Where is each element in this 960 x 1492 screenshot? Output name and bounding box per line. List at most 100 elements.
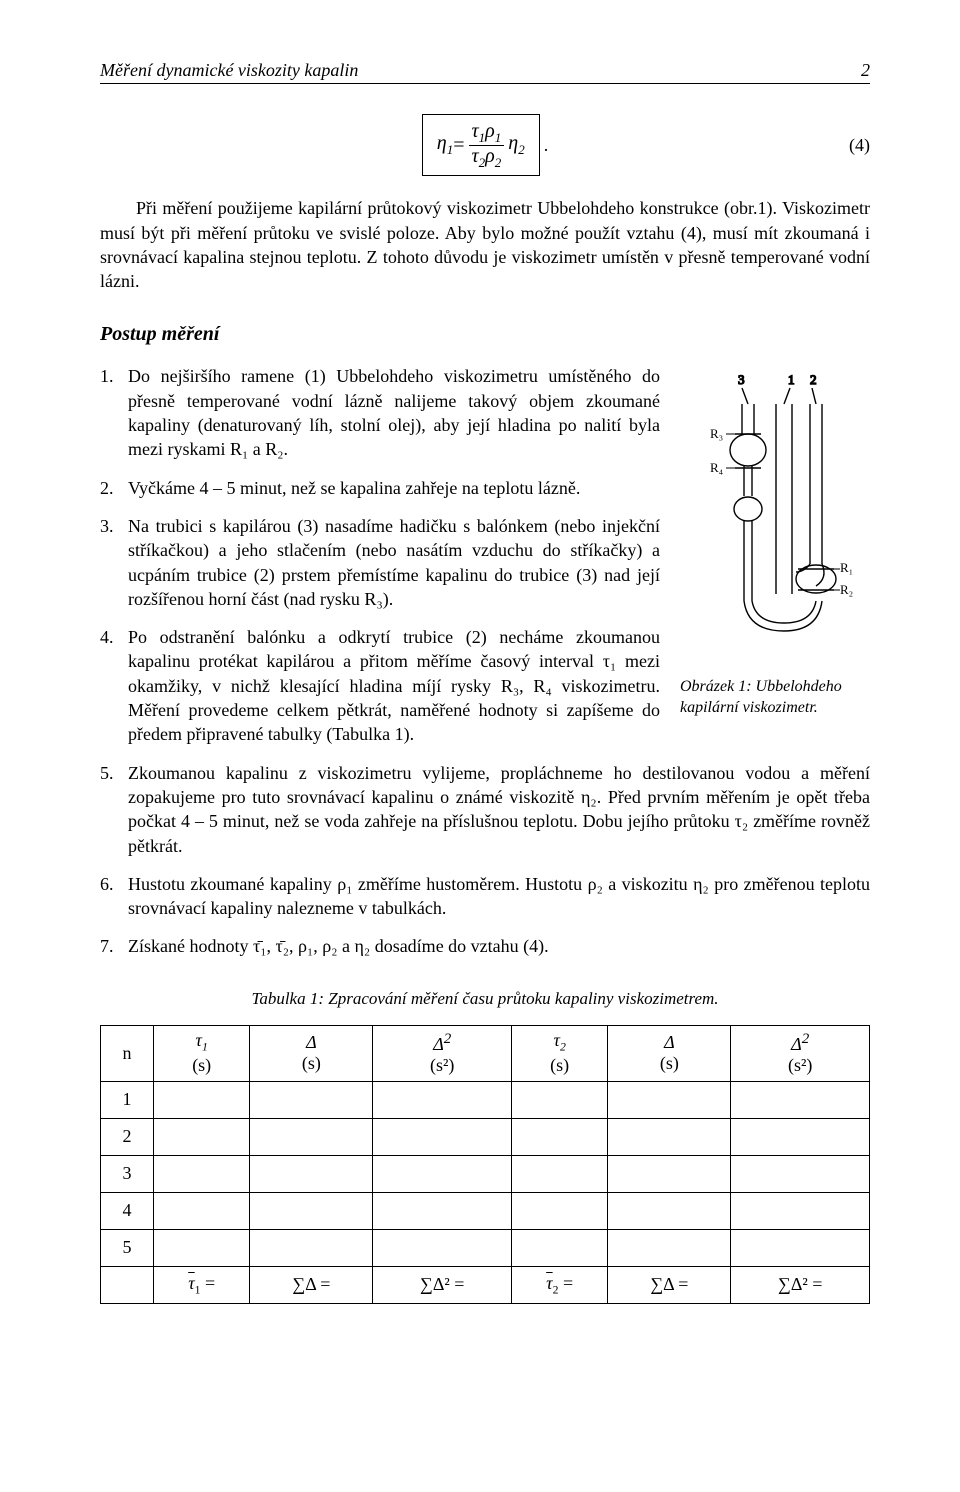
col-delta2sq: Δ2(s²): [731, 1025, 870, 1081]
col-tau2: τ2(s): [512, 1025, 608, 1081]
table-caption: Tabulka 1: Zpracování měření času průtok…: [100, 989, 870, 1009]
step-4: Po odstranění balónku a odkrytí trubice …: [100, 625, 660, 746]
cell: [731, 1155, 870, 1192]
fig-label-r4: R₄: [710, 460, 724, 475]
cell: [373, 1229, 512, 1266]
cell: [373, 1118, 512, 1155]
footer-tau1: τ1 =: [154, 1266, 250, 1303]
cell: [154, 1229, 250, 1266]
cell: [250, 1192, 373, 1229]
cell: [154, 1155, 250, 1192]
eq-rhs-sub: 2: [518, 142, 525, 157]
cell: [373, 1192, 512, 1229]
cell: [512, 1229, 608, 1266]
cell: [250, 1118, 373, 1155]
col-delta1: Δ(s): [250, 1025, 373, 1081]
page: Měření dynamické viskozity kapalin 2 η 1 …: [0, 0, 960, 1492]
fig-label-r1: R₁: [840, 560, 853, 575]
viscometer-figure-icon: 3 1 2: [680, 364, 870, 664]
section-heading: Postup měření: [100, 323, 870, 346]
table-row: 3: [101, 1155, 870, 1192]
equation-number: (4): [849, 135, 870, 156]
equation-4-row: η1 = τ1ρ1 τ2ρ2 η2 . (4): [100, 114, 870, 176]
col-delta2: Δ(s): [608, 1025, 731, 1081]
eq-dot: .: [544, 135, 549, 156]
cell: [512, 1192, 608, 1229]
fig-label-3: 3: [738, 372, 745, 387]
cell: [608, 1118, 731, 1155]
fig-label-1: 1: [788, 372, 795, 387]
data-table: n τ1(s) Δ(s) Δ2(s²) τ2(s) Δ(s) Δ2(s²) 1 …: [100, 1025, 870, 1304]
step-3: Na trubici s kapilárou (3) nasadíme hadi…: [100, 514, 660, 611]
fig-label-2: 2: [810, 372, 817, 387]
footer-sum-delta2sq: ∑Δ² =: [731, 1266, 870, 1303]
footer-sum-delta1: ∑Δ =: [250, 1266, 373, 1303]
procedure-list-part1: Do nejširšího ramene (1) Ubbelohdeho vis…: [100, 364, 660, 746]
eq-num-b-sub: 1: [495, 130, 502, 145]
cell: [731, 1081, 870, 1118]
cell: [731, 1118, 870, 1155]
cell: [154, 1118, 250, 1155]
col-tau1: τ1(s): [154, 1025, 250, 1081]
fig-label-r3: R₃: [710, 426, 723, 441]
eq-lhs: η: [437, 132, 447, 154]
cell: [250, 1229, 373, 1266]
cell: [154, 1192, 250, 1229]
eq-num-b: ρ: [485, 120, 495, 142]
step-7: Získané hodnoty τ̄₁, τ̄₂, ρ₁, ρ₂ a η₂ do…: [100, 934, 870, 958]
page-number: 2: [861, 60, 870, 81]
cell: [373, 1081, 512, 1118]
footer-sum-delta1sq: ∑Δ² =: [373, 1266, 512, 1303]
cell: [608, 1081, 731, 1118]
footer-blank: [101, 1266, 154, 1303]
cell: [512, 1081, 608, 1118]
intro-paragraph: Při měření použijeme kapilární průtokový…: [100, 196, 870, 293]
eq-rhs: η: [508, 132, 518, 154]
cell: [154, 1081, 250, 1118]
steps-with-figure: Do nejširšího ramene (1) Ubbelohdeho vis…: [100, 364, 870, 760]
row-n: 5: [101, 1229, 154, 1266]
table-row: 2: [101, 1118, 870, 1155]
table-row: 5: [101, 1229, 870, 1266]
eq-eq: =: [453, 134, 464, 157]
equation-4-box: η1 = τ1ρ1 τ2ρ2 η2: [422, 114, 540, 176]
page-header: Měření dynamické viskozity kapalin 2: [100, 60, 870, 84]
step-6: Hustotu zkoumané kapaliny ρ₁ změříme hus…: [100, 872, 870, 921]
cell: [250, 1081, 373, 1118]
fig-label-r2: R₂: [840, 582, 853, 597]
row-n: 2: [101, 1118, 154, 1155]
cell: [512, 1155, 608, 1192]
eq-num-a: τ: [472, 120, 479, 142]
cell: [512, 1118, 608, 1155]
cell: [250, 1155, 373, 1192]
row-n: 3: [101, 1155, 154, 1192]
cell: [373, 1155, 512, 1192]
table-row: 4: [101, 1192, 870, 1229]
col-n: n: [101, 1025, 154, 1081]
header-title: Měření dynamické viskozity kapalin: [100, 60, 358, 81]
eq-frac: τ1ρ1 τ2ρ2: [469, 121, 505, 169]
row-n: 4: [101, 1192, 154, 1229]
cell: [608, 1192, 731, 1229]
cell: [608, 1155, 731, 1192]
procedure-list-part2: Zkoumanou kapalinu z viskozimetru vylije…: [100, 761, 870, 959]
step-5: Zkoumanou kapalinu z viskozimetru vylije…: [100, 761, 870, 858]
table-footer-row: τ1 = ∑Δ = ∑Δ² = τ2 = ∑Δ = ∑Δ² =: [101, 1266, 870, 1303]
cell: [608, 1229, 731, 1266]
footer-sum-delta2: ∑Δ =: [608, 1266, 731, 1303]
table-body: 1 2 3 4 5 τ1 = ∑Δ = ∑Δ² = τ2 = ∑Δ = ∑Δ² …: [101, 1081, 870, 1303]
row-n: 1: [101, 1081, 154, 1118]
figure-column: 3 1 2: [680, 364, 870, 719]
step-2: Vyčkáme 4 – 5 minut, než se kapalina zah…: [100, 476, 660, 500]
eq-den-a: τ: [472, 145, 479, 167]
col-delta1sq: Δ2(s²): [373, 1025, 512, 1081]
eq-den-b-sub: 2: [495, 155, 502, 170]
figure-caption: Obrázek 1: Ubbelohdeho kapilární viskozi…: [680, 677, 870, 719]
steps-text-column: Do nejširšího ramene (1) Ubbelohdeho vis…: [100, 364, 660, 760]
table-header-row: n τ1(s) Δ(s) Δ2(s²) τ2(s) Δ(s) Δ2(s²): [101, 1025, 870, 1081]
eq-den-b: ρ: [485, 145, 495, 167]
footer-tau2: τ2 =: [512, 1266, 608, 1303]
step-1: Do nejširšího ramene (1) Ubbelohdeho vis…: [100, 364, 660, 461]
table-row: 1: [101, 1081, 870, 1118]
cell: [731, 1192, 870, 1229]
